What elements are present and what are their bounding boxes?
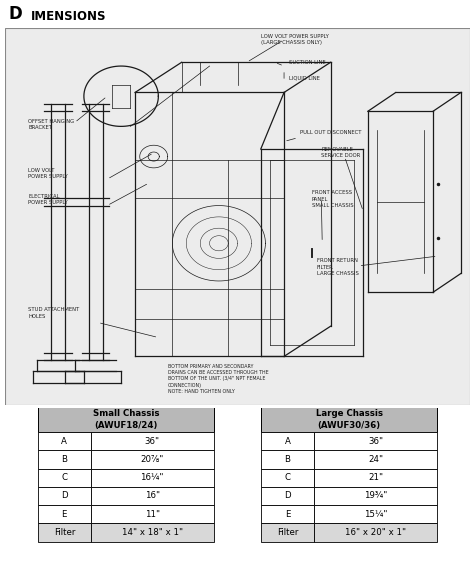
Text: D: D bbox=[285, 492, 291, 501]
Bar bbox=[91, 523, 214, 541]
Text: Small Chassis
(AWUF18/24): Small Chassis (AWUF18/24) bbox=[93, 409, 159, 430]
Bar bbox=[91, 450, 214, 468]
Text: 21": 21" bbox=[368, 473, 383, 482]
Text: E: E bbox=[285, 510, 290, 519]
Bar bbox=[38, 450, 91, 468]
Bar bbox=[261, 432, 314, 450]
Text: A: A bbox=[285, 437, 291, 446]
Text: LIQUID LINE: LIQUID LINE bbox=[289, 75, 320, 81]
Text: 36": 36" bbox=[145, 437, 160, 446]
Text: Large Chassis
(AWUF30/36): Large Chassis (AWUF30/36) bbox=[315, 409, 383, 430]
Text: 15¼": 15¼" bbox=[364, 510, 387, 519]
Text: BOTTOM PRIMARY AND SECONDARY
DRAINS CAN BE ACCESSED THROUGH THE
BOTTOM OF THE UN: BOTTOM PRIMARY AND SECONDARY DRAINS CAN … bbox=[168, 364, 268, 393]
Text: SUCTION LINE: SUCTION LINE bbox=[289, 61, 325, 65]
Text: 16": 16" bbox=[145, 492, 160, 501]
Text: Filter: Filter bbox=[277, 528, 298, 537]
Bar bbox=[314, 432, 437, 450]
Text: D: D bbox=[61, 492, 67, 501]
Text: OFFSET HANGING
BRACKET: OFFSET HANGING BRACKET bbox=[28, 119, 74, 130]
Text: 14" x 18" x 1": 14" x 18" x 1" bbox=[122, 528, 183, 537]
Bar bbox=[38, 487, 91, 505]
Text: D: D bbox=[9, 5, 22, 23]
Text: B: B bbox=[61, 455, 67, 464]
Bar bbox=[261, 487, 314, 505]
Text: IMENSIONS: IMENSIONS bbox=[31, 10, 106, 23]
Bar bbox=[261, 450, 314, 468]
Bar bbox=[38, 468, 91, 487]
Bar bbox=[314, 505, 437, 523]
Text: 19¾": 19¾" bbox=[364, 492, 387, 501]
Text: Filter: Filter bbox=[54, 528, 75, 537]
Bar bbox=[91, 487, 214, 505]
Bar bbox=[38, 523, 91, 541]
Bar bbox=[261, 523, 314, 541]
Text: 24": 24" bbox=[368, 455, 383, 464]
Bar bbox=[38, 505, 91, 523]
Text: B: B bbox=[285, 455, 291, 464]
Text: 16¼": 16¼" bbox=[141, 473, 164, 482]
Text: FRONT ACCESS
PANEL
SMALL CHASSIS: FRONT ACCESS PANEL SMALL CHASSIS bbox=[312, 191, 353, 208]
Bar bbox=[261, 407, 437, 432]
Text: A: A bbox=[61, 437, 67, 446]
Text: REMOVABLE
SERVICE DOOR: REMOVABLE SERVICE DOOR bbox=[321, 147, 361, 158]
Text: 16" x 20" x 1": 16" x 20" x 1" bbox=[345, 528, 406, 537]
Bar bbox=[314, 487, 437, 505]
Text: LOW VOLT POWER SUPPLY
(LARGE CHASSIS ONLY): LOW VOLT POWER SUPPLY (LARGE CHASSIS ONL… bbox=[261, 34, 329, 45]
Bar bbox=[38, 407, 214, 432]
Bar bbox=[314, 523, 437, 541]
Text: LOW VOLT
POWER SUPPLY: LOW VOLT POWER SUPPLY bbox=[28, 168, 68, 179]
Text: E: E bbox=[62, 510, 67, 519]
Bar bbox=[91, 468, 214, 487]
Bar bbox=[314, 468, 437, 487]
Text: 36": 36" bbox=[368, 437, 383, 446]
Text: 20⅞": 20⅞" bbox=[141, 455, 164, 464]
Text: STUD ATTACHMENT
HOLES: STUD ATTACHMENT HOLES bbox=[28, 307, 79, 319]
Text: PULL OUT DISCONNECT: PULL OUT DISCONNECT bbox=[300, 130, 362, 135]
Bar bbox=[314, 450, 437, 468]
Text: FRONT RETURN
FILTER
LARGE CHASSIS: FRONT RETURN FILTER LARGE CHASSIS bbox=[317, 259, 359, 276]
Bar bbox=[91, 432, 214, 450]
Bar bbox=[91, 505, 214, 523]
Text: C: C bbox=[61, 473, 67, 482]
Text: ELECTRICAL
POWER SUPPLY: ELECTRICAL POWER SUPPLY bbox=[28, 194, 68, 205]
Bar bbox=[261, 468, 314, 487]
Bar bbox=[38, 432, 91, 450]
Text: C: C bbox=[285, 473, 291, 482]
Bar bbox=[261, 505, 314, 523]
Text: 11": 11" bbox=[145, 510, 160, 519]
